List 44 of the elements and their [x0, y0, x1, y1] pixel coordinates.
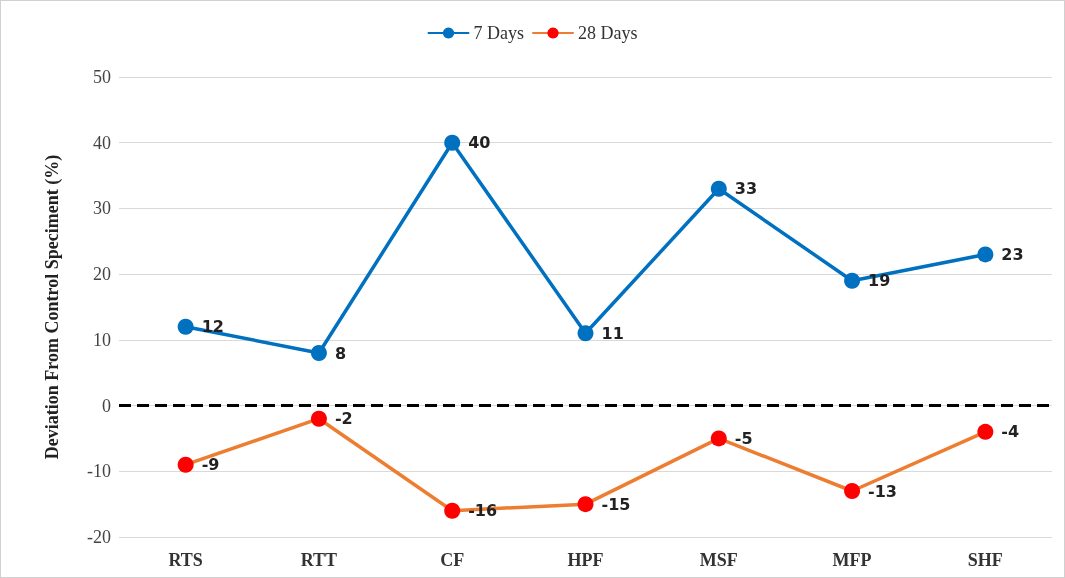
- point: [310, 410, 327, 427]
- data-label: -5: [734, 428, 753, 448]
- data-label: 33: [734, 179, 758, 199]
- data-label: -15: [601, 494, 631, 514]
- point: [977, 246, 994, 263]
- x-tick-label: RTS: [168, 550, 203, 570]
- point: [577, 496, 594, 513]
- x-tick-label: MSF: [699, 550, 738, 570]
- x-tick-label: CF: [440, 550, 465, 570]
- point: [577, 325, 594, 342]
- point: [844, 483, 861, 499]
- data-label: 19: [868, 271, 891, 291]
- x-tick-label: RTT: [300, 550, 338, 570]
- data-label: 8: [334, 343, 347, 363]
- point: [310, 345, 327, 361]
- data-label: 11: [601, 323, 624, 343]
- y-tick-label: 10: [93, 329, 111, 350]
- legend-label: 7 Days: [473, 23, 525, 43]
- x-tick-label: MFP: [832, 550, 872, 570]
- y-tick-label: 50: [93, 67, 111, 87]
- legend-label: 28 Days: [578, 23, 638, 43]
- data-label: -13: [868, 481, 897, 501]
- y-tick-label: 40: [93, 132, 111, 153]
- data-label: -9: [201, 455, 220, 475]
- y-tick-label: 30: [93, 198, 111, 219]
- x-tick-label: HPF: [567, 550, 604, 570]
- y-tick-label: -10: [87, 461, 111, 482]
- y-tick-label: 20: [93, 264, 111, 285]
- point: [710, 430, 727, 447]
- point: [844, 272, 861, 289]
- point: [444, 502, 461, 519]
- point: [977, 423, 994, 440]
- point: [710, 180, 727, 197]
- y-tick-label: -20: [87, 527, 111, 547]
- x-tick-label: SHF: [967, 550, 1003, 570]
- y-axis-title: Deviation From Control Speciment (%): [42, 154, 63, 460]
- data-label: 23: [1001, 244, 1024, 264]
- y-tick-label: 0: [102, 395, 111, 416]
- data-label: -2: [334, 409, 353, 429]
- data-label: -4: [1001, 422, 1020, 442]
- point: [177, 456, 194, 473]
- point: [444, 134, 461, 151]
- point: [177, 318, 194, 335]
- data-label: 40: [468, 133, 491, 153]
